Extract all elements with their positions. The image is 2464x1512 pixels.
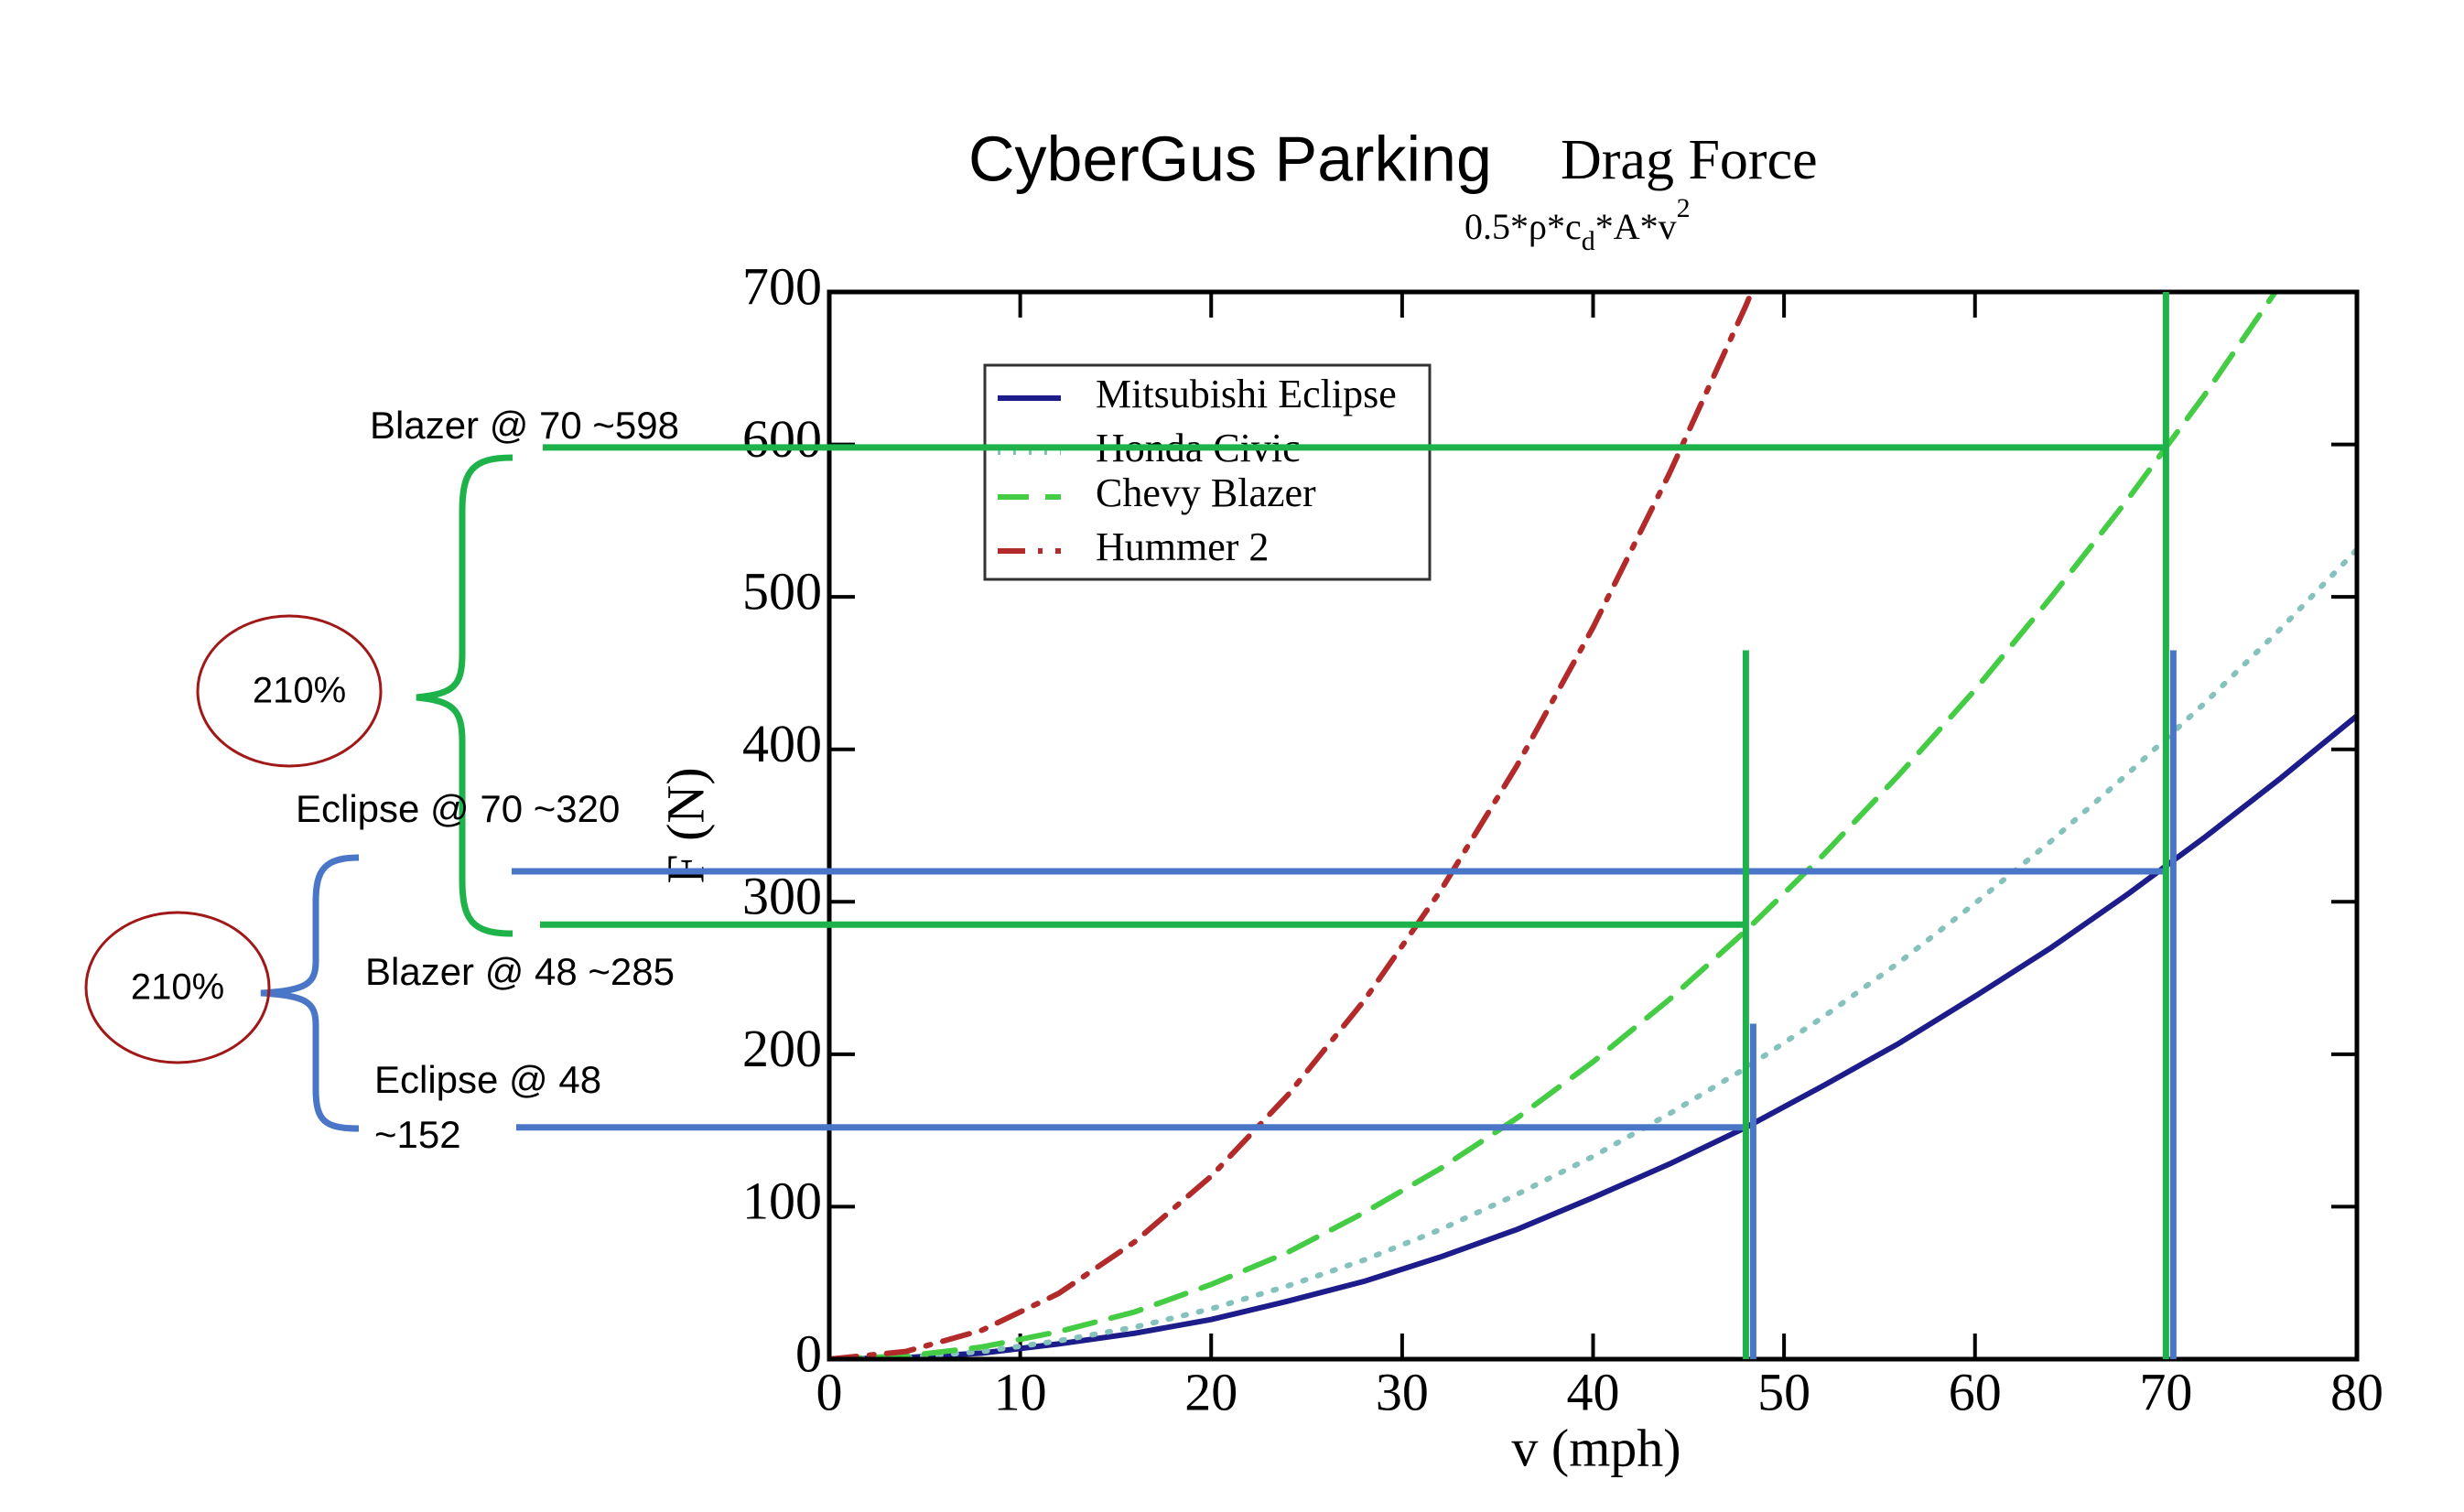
annotation-label: Eclipse @ 70 ~320 bbox=[296, 787, 620, 830]
annotation-label: ~152 bbox=[374, 1113, 461, 1156]
brace bbox=[260, 854, 360, 1132]
chart-title: CyberGus Parking bbox=[968, 123, 1492, 194]
x-tick-label: 80 bbox=[2330, 1362, 2383, 1421]
annotation-label: Blazer @ 70 ~598 bbox=[370, 404, 679, 447]
x-tick-label: 0 bbox=[816, 1362, 843, 1421]
annotation-label: Eclipse @ 48 bbox=[374, 1058, 601, 1101]
ratio-label: 210% bbox=[131, 967, 224, 1008]
formula-part: *A*v bbox=[1595, 206, 1677, 247]
x-tick-label: 10 bbox=[994, 1362, 1047, 1421]
formula-sup: 2 bbox=[1677, 193, 1691, 223]
x-axis-label: v (mph) bbox=[1511, 1418, 1680, 1477]
legend-label: Mitsubishi Eclipse bbox=[1096, 372, 1397, 416]
y-tick-label: 500 bbox=[742, 561, 822, 621]
formula-part: 0.5*ρ*c bbox=[1464, 206, 1582, 247]
x-tick-label: 70 bbox=[2139, 1362, 2192, 1421]
ratio-label: 210% bbox=[253, 671, 346, 711]
series-line bbox=[829, 713, 2357, 1359]
y-tick-label: 700 bbox=[742, 256, 822, 316]
y-tick-label: 100 bbox=[742, 1172, 822, 1231]
plot bbox=[827, 290, 2359, 1361]
chart-subtitle: Drag Force bbox=[1561, 129, 1818, 191]
formula: 0.5*ρ*cd*A*v2 bbox=[1464, 193, 1691, 256]
y-tick-label: 200 bbox=[742, 1019, 822, 1078]
y-tick-label: 600 bbox=[742, 409, 822, 469]
x-tick-label: 30 bbox=[1376, 1362, 1429, 1421]
legend-label: Hummer 2 bbox=[1096, 524, 1269, 569]
annotation-label: Blazer @ 48 ~285 bbox=[365, 950, 675, 993]
y-axis-label: F (N) bbox=[655, 767, 715, 883]
series-group bbox=[829, 292, 2357, 1359]
x-tick-label: 40 bbox=[1567, 1362, 1620, 1421]
series-line bbox=[829, 546, 2357, 1359]
series-line bbox=[829, 292, 2279, 1359]
x-tick-label: 20 bbox=[1184, 1362, 1237, 1421]
ratio-circle bbox=[196, 614, 383, 768]
formula-sub: d bbox=[1582, 226, 1595, 256]
x-tick-label: 50 bbox=[1757, 1362, 1810, 1421]
brace bbox=[416, 454, 513, 937]
ratio-circle bbox=[84, 911, 271, 1064]
series-line bbox=[829, 292, 1755, 1359]
y-tick-label: 400 bbox=[742, 714, 822, 773]
plot-frame bbox=[827, 289, 2360, 1362]
legend-label: Chevy Blazer bbox=[1096, 470, 1316, 515]
y-tick-label: 300 bbox=[742, 867, 822, 926]
y-tick-label: 0 bbox=[795, 1323, 822, 1383]
x-tick-label: 60 bbox=[1949, 1362, 2002, 1421]
